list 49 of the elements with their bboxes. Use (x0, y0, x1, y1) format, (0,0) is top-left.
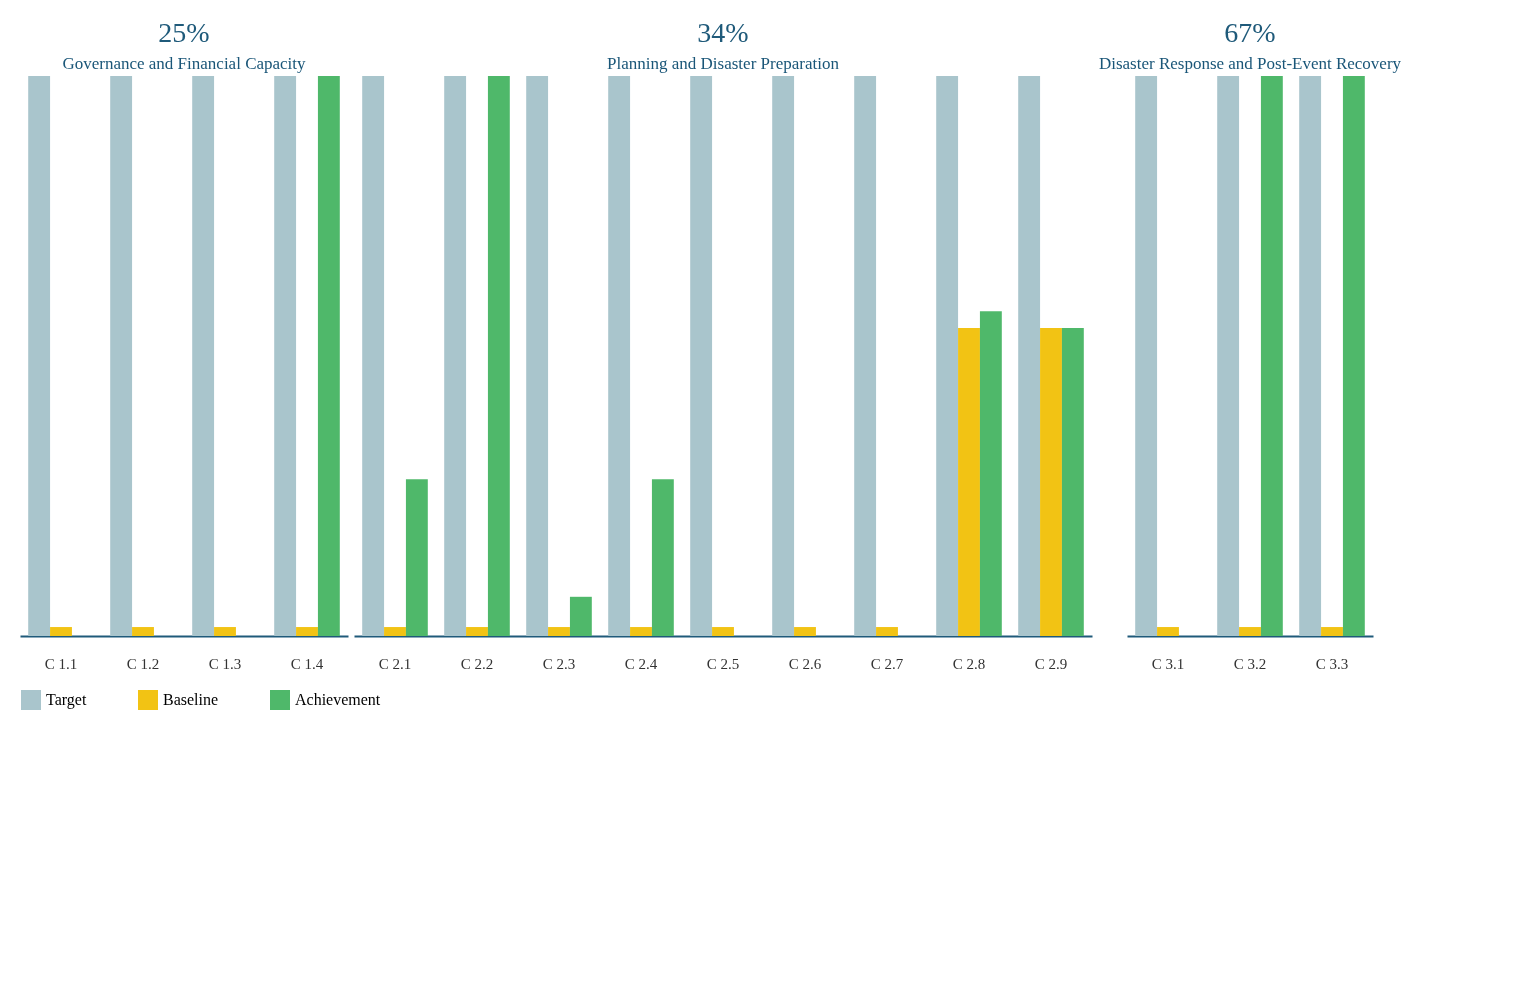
x-tick-label: C 2.2 (460, 655, 494, 672)
x-tick-label: C 2.7 (870, 655, 904, 672)
x-tick-label: C 2.8 (952, 655, 986, 672)
bar (690, 76, 713, 636)
x-tick-label: C 2.1 (378, 655, 412, 672)
chart-title: Planning and Disaster Preparation (607, 54, 840, 73)
x-tick-label: C 3.3 (1315, 655, 1349, 672)
bar (569, 596, 592, 636)
chart-subtitle: 25% (158, 17, 210, 48)
bar (548, 627, 570, 636)
bar (362, 76, 385, 636)
x-tick-label: C 2.5 (706, 655, 740, 672)
bar (1040, 328, 1062, 636)
bar (712, 627, 734, 636)
x-tick-label: C 1.2 (126, 655, 160, 672)
bar (979, 311, 1002, 636)
x-tick-label: C 3.1 (1151, 655, 1185, 672)
x-tick-label: C 2.6 (788, 655, 822, 672)
chart-title: Disaster Response and Post-Event Recovery (1098, 54, 1402, 73)
bar (651, 479, 674, 636)
x-tick-label: C 1.3 (208, 655, 242, 672)
bar (1061, 328, 1084, 636)
chart-subtitle: 67% (1224, 17, 1276, 48)
bar (405, 479, 428, 636)
bar (936, 76, 959, 636)
x-tick-label: C 1.4 (290, 655, 324, 672)
bar (958, 328, 980, 636)
x-tick-label: C 1.1 (44, 655, 78, 672)
x-tick-label: C 2.9 (1034, 655, 1068, 672)
x-tick-label: C 3.2 (1233, 655, 1267, 672)
legend-label: Baseline (163, 691, 219, 708)
bar (384, 627, 406, 636)
bar (876, 627, 898, 636)
bar (630, 627, 652, 636)
x-tick-label: C 2.4 (624, 655, 658, 672)
bar (444, 76, 467, 636)
chart-title: Governance and Financial Capacity (62, 54, 307, 73)
bar (854, 76, 877, 636)
bar (1018, 76, 1041, 636)
bar (772, 76, 795, 636)
chart-subtitle: 34% (697, 17, 749, 48)
bar (608, 76, 631, 636)
bar (526, 76, 549, 636)
legend-label: Target (46, 691, 87, 709)
bar (466, 627, 488, 636)
bar (487, 76, 510, 636)
x-tick-label: C 2.3 (542, 655, 576, 672)
bar (794, 627, 816, 636)
legend-label: Achievement (295, 691, 381, 708)
